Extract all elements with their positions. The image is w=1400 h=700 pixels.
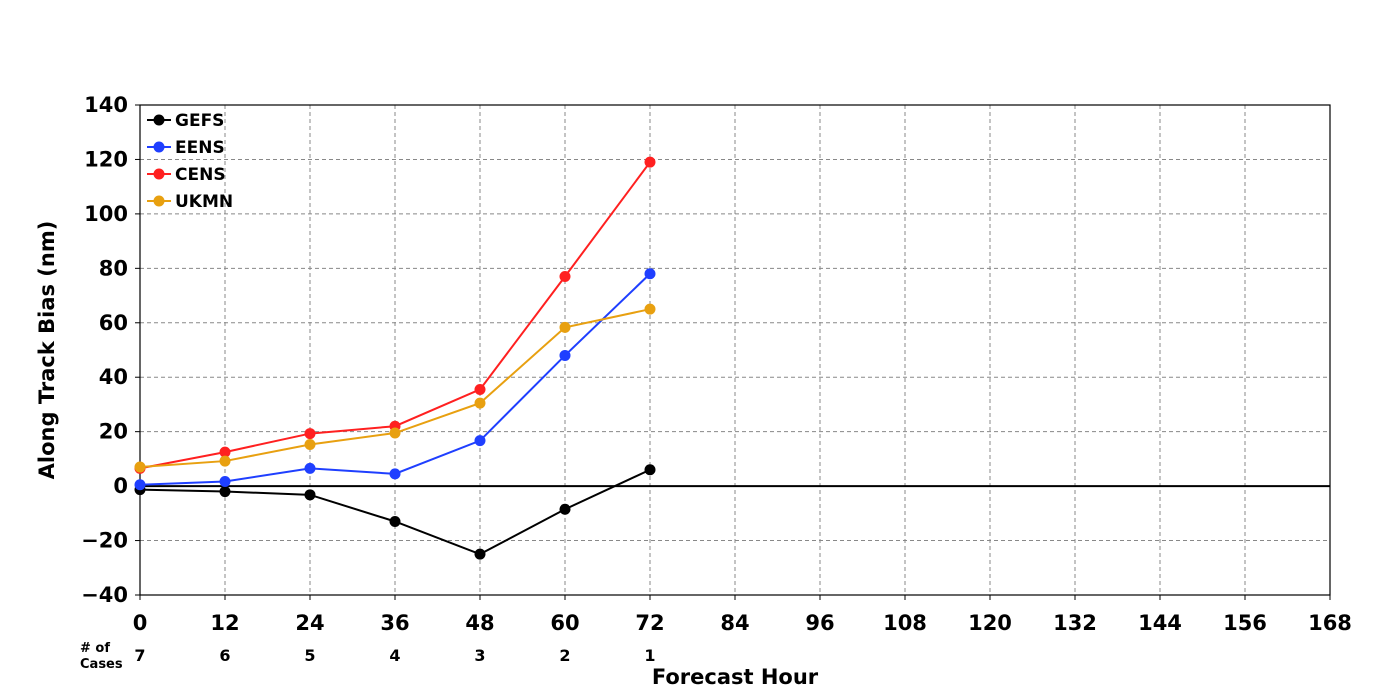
legend: GEFS EENS CENS UKMN — [147, 111, 233, 212]
data-point — [219, 455, 231, 467]
y-tick-label: 0 — [113, 474, 128, 498]
series-ukmn — [134, 303, 656, 473]
x-axis: 0 12 24 36 48 60 72 84 96 108 120 132 144 156 168 — [133, 595, 1352, 635]
x-tick-label: 108 — [883, 611, 927, 635]
data-point — [304, 438, 316, 450]
case-count-label: 5 — [304, 646, 315, 665]
data-point — [304, 462, 316, 474]
data-point — [219, 475, 231, 487]
y-axis: −40 −20 0 20 40 60 80 100 120 140 — [81, 93, 140, 607]
data-point — [474, 383, 486, 395]
series-gefs — [134, 464, 656, 560]
x-tick-label: 0 — [133, 611, 148, 635]
x-tick-label: 84 — [720, 611, 749, 635]
case-count-label: 1 — [644, 646, 655, 665]
y-tick-label: 60 — [99, 311, 128, 335]
data-point — [559, 349, 571, 361]
x-tick-label: 12 — [210, 611, 239, 635]
legend-marker — [153, 141, 165, 153]
data-point — [474, 435, 486, 447]
y-tick-label: 100 — [84, 202, 128, 226]
legend-item-eens: EENS — [147, 138, 225, 158]
x-tick-label: 96 — [805, 611, 834, 635]
data-point — [644, 303, 656, 315]
x-tick-label: 156 — [1223, 611, 1267, 635]
series-eens — [134, 268, 656, 491]
data-point — [134, 461, 146, 473]
y-tick-label: 80 — [99, 256, 128, 280]
x-tick-label: 72 — [635, 611, 664, 635]
case-count-label: 3 — [474, 646, 485, 665]
legend-marker — [153, 114, 165, 126]
x-tick-label: 36 — [380, 611, 409, 635]
legend-item-cens: CENS — [147, 165, 226, 185]
legend-marker — [153, 168, 165, 180]
y-tick-label: 120 — [84, 147, 128, 171]
data-point — [219, 486, 231, 498]
data-point — [644, 156, 656, 168]
case-count-label: 4 — [389, 646, 400, 665]
y-tick-label: −40 — [81, 583, 128, 607]
cases-title-line1: # of — [80, 641, 110, 656]
x-tick-label: 144 — [1138, 611, 1182, 635]
x-axis-title: Forecast Hour — [652, 665, 819, 689]
case-count-label: 7 — [134, 646, 145, 665]
data-point — [644, 464, 656, 476]
y-axis-title: Along Track Bias (nm) — [35, 221, 59, 480]
grid-layer — [140, 105, 1330, 595]
x-tick-label: 120 — [968, 611, 1012, 635]
data-point — [474, 548, 486, 560]
legend-item-gefs: GEFS — [147, 111, 224, 131]
data-point — [304, 428, 316, 440]
y-tick-label: 140 — [84, 93, 128, 117]
y-tick-label: −20 — [81, 529, 128, 553]
data-point — [389, 516, 401, 527]
y-tick-label: 20 — [99, 420, 128, 444]
cases-row: # of Cases 7 6 5 4 3 2 1 — [80, 641, 656, 672]
data-point — [559, 503, 571, 515]
data-point — [474, 397, 486, 409]
data-point — [559, 321, 571, 333]
data-point — [389, 427, 401, 439]
cases-title-line2: Cases — [80, 657, 123, 672]
x-tick-label: 48 — [465, 611, 494, 635]
case-count-label: 2 — [559, 646, 570, 665]
legend-label: GEFS — [175, 111, 224, 131]
legend-item-ukmn: UKMN — [147, 192, 233, 212]
x-tick-label: 24 — [295, 611, 324, 635]
data-point — [134, 479, 146, 491]
data-point — [644, 268, 656, 280]
x-tick-label: 132 — [1053, 611, 1097, 635]
legend-label: UKMN — [175, 192, 233, 212]
data-point — [304, 489, 316, 501]
case-count-label: 6 — [219, 646, 230, 665]
x-tick-label: 168 — [1308, 611, 1352, 635]
y-tick-label: 40 — [99, 365, 128, 389]
legend-marker — [153, 195, 165, 207]
data-point — [219, 446, 231, 458]
data-point — [389, 468, 401, 480]
x-tick-label: 60 — [550, 611, 579, 635]
legend-label: CENS — [175, 165, 226, 185]
legend-label: EENS — [175, 138, 225, 158]
series-layer — [134, 156, 656, 560]
data-point — [559, 271, 571, 282]
